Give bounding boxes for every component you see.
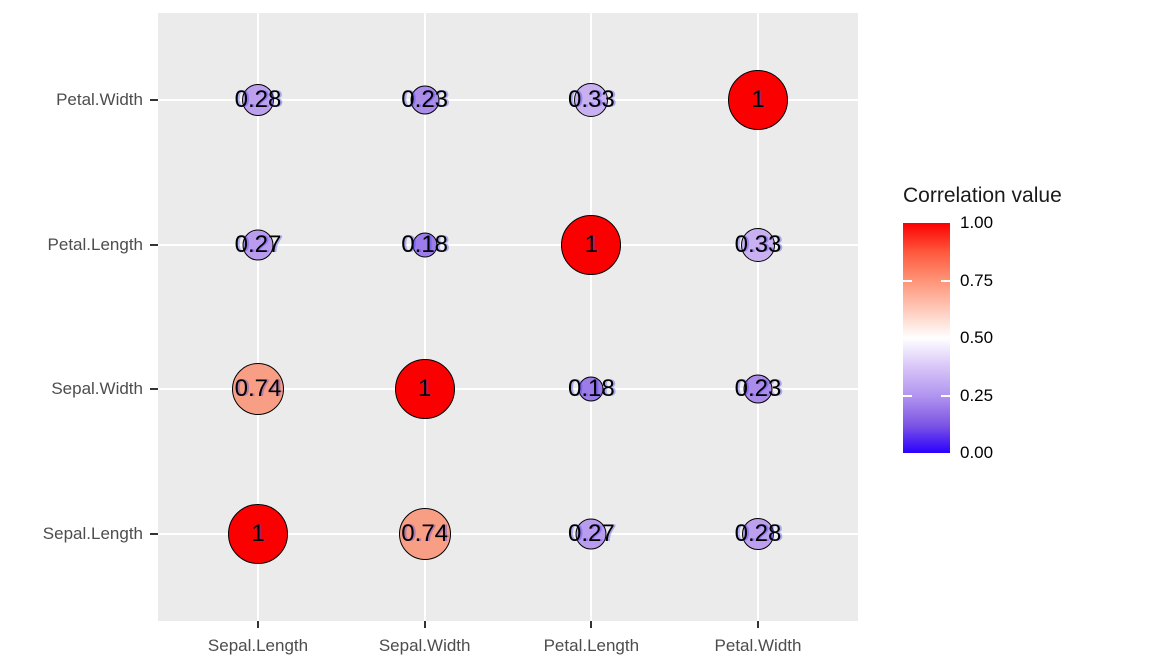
correlation-value-label: 0.28 — [234, 85, 282, 113]
correlation-value-label: 0.74 — [401, 520, 449, 548]
y-axis-tick — [150, 533, 158, 536]
y-axis-label: Sepal.Length — [42, 524, 143, 544]
legend-colorbar-tick — [903, 394, 912, 397]
correlation-bubble — [398, 508, 451, 561]
gridline-vertical — [757, 13, 759, 621]
correlation-value-label: 0.18 — [401, 230, 449, 258]
x-axis-label: Petal.Length — [543, 636, 640, 655]
correlation-value-label: 0.27 — [567, 520, 615, 548]
legend-colorbar — [903, 223, 950, 453]
correlation-bubble — [561, 214, 622, 275]
gridline-vertical — [257, 13, 259, 621]
gridline-vertical — [423, 13, 426, 621]
correlation-value-label: 0.74 — [234, 375, 282, 403]
correlation-bubble — [743, 374, 773, 404]
correlation-value-label: 1 — [584, 230, 599, 258]
legend-tick-label: 0.00 — [960, 443, 994, 462]
legend-tick-label: 1.00 — [960, 213, 994, 232]
x-axis-tick — [590, 621, 593, 628]
correlation-value-label: 0.23 — [401, 85, 449, 113]
correlation-bubble — [242, 229, 274, 261]
correlation-value-label: 0.28 — [734, 520, 782, 548]
correlation-bubble — [242, 83, 274, 116]
correlation-value-label: 0.33 — [734, 230, 782, 258]
gridline-horizontal — [158, 243, 858, 246]
x-axis-tick — [757, 621, 759, 628]
x-axis-tick — [257, 621, 259, 628]
x-axis-label: Sepal.Width — [378, 636, 471, 655]
correlation-bubble — [232, 363, 284, 416]
gridline-vertical — [590, 13, 593, 621]
correlation-value-label: 0.18 — [567, 375, 615, 403]
y-axis-label: Petal.Length — [47, 234, 143, 254]
y-axis-tick — [150, 243, 158, 246]
correlation-value-label: 0.33 — [567, 85, 615, 113]
legend-tick-label: 0.75 — [960, 270, 994, 290]
correlation-bubble — [578, 376, 604, 402]
legend-title: Correlation value — [903, 184, 1062, 207]
gridline-horizontal — [158, 98, 858, 101]
correlation-bubble — [412, 232, 438, 258]
plot-panel: 0.28 0.23 0.33 1 0.27 0.18 1 0.33 0.74 1 0.18 0.23 1… — [158, 13, 858, 621]
correlation-bubble — [742, 518, 774, 551]
correlation-value-label: 0.27 — [234, 230, 282, 258]
correlation-bubble — [394, 359, 455, 420]
legend-colorbar-tick — [903, 279, 912, 282]
correlation-bubble — [728, 69, 788, 130]
correlation-value-label: 1 — [417, 375, 432, 403]
correlation-bubble — [228, 504, 288, 565]
y-axis-label: Petal.Width — [56, 89, 143, 109]
correlation-bubble — [575, 518, 607, 550]
y-axis-tick — [150, 388, 158, 391]
legend-colorbar-tick — [941, 279, 950, 282]
legend-tick-label: 0.50 — [960, 328, 994, 347]
correlation-bubble — [741, 227, 775, 262]
legend-tick-label: 0.25 — [960, 385, 994, 405]
correlation-value-label: 1 — [251, 520, 265, 548]
legend-colorbar-tick — [941, 394, 950, 397]
correlation-bubble — [410, 85, 440, 115]
x-axis-tick — [423, 621, 426, 628]
gridline-horizontal — [158, 388, 858, 391]
correlation-value-label: 1 — [751, 85, 765, 113]
correlation-value-label: 0.23 — [734, 375, 782, 403]
y-axis-label: Sepal.Width — [51, 379, 143, 399]
x-axis-label: Sepal.Length — [207, 636, 309, 655]
correlation-bubble — [574, 82, 609, 117]
y-axis-tick — [150, 98, 158, 101]
gridline-horizontal — [158, 533, 858, 536]
x-axis-label: Petal.Width — [714, 636, 802, 655]
